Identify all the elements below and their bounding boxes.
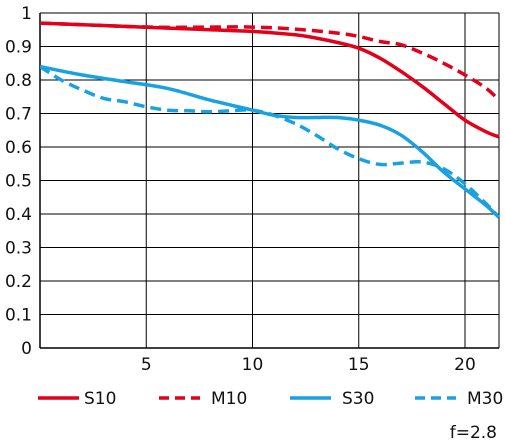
series-line-m30 xyxy=(40,65,501,219)
x-tick-label-0: 5 xyxy=(141,355,152,375)
series-lines xyxy=(40,21,501,219)
x-tick-labels: 5 10 15 20 xyxy=(141,355,476,375)
y-tick-label-2: 0.2 xyxy=(5,272,32,292)
aperture-note: f=2.8 xyxy=(450,423,497,443)
x-tick-label-1: 10 xyxy=(242,355,264,375)
y-tick-label-4: 0.4 xyxy=(5,205,32,225)
x-tick-label-2: 15 xyxy=(348,355,370,375)
y-tick-label-10: 1 xyxy=(21,4,32,24)
y-tick-label-9: 0.9 xyxy=(5,38,32,58)
series-line-m10 xyxy=(40,21,501,102)
legend-label-m30: M30 xyxy=(467,389,503,409)
axes xyxy=(39,13,499,349)
y-tick-label-7: 0.7 xyxy=(5,105,32,125)
grid xyxy=(40,12,500,348)
y-tick-label-1: 0.1 xyxy=(5,306,32,326)
legend-label-m10: M10 xyxy=(211,389,247,409)
y-tick-label-8: 0.8 xyxy=(5,71,32,91)
y-tick-label-6: 0.6 xyxy=(5,138,32,158)
legend-label-s30: S30 xyxy=(342,389,374,409)
y-tick-label-5: 0.5 xyxy=(5,172,32,192)
y-tick-label-3: 0.3 xyxy=(5,239,32,259)
legend-label-s10: S10 xyxy=(84,389,116,409)
series-line-s10 xyxy=(40,21,500,139)
x-tick-label-3: 20 xyxy=(454,355,476,375)
y-tick-labels: 0 0.1 0.2 0.3 0.4 0.5 0.6 0.7 0.8 0.9 1 xyxy=(5,4,32,359)
y-tick-label-0: 0 xyxy=(21,339,32,359)
legend: S10 M10 S30 M30 xyxy=(38,389,503,409)
series-line-s30 xyxy=(40,64,501,219)
